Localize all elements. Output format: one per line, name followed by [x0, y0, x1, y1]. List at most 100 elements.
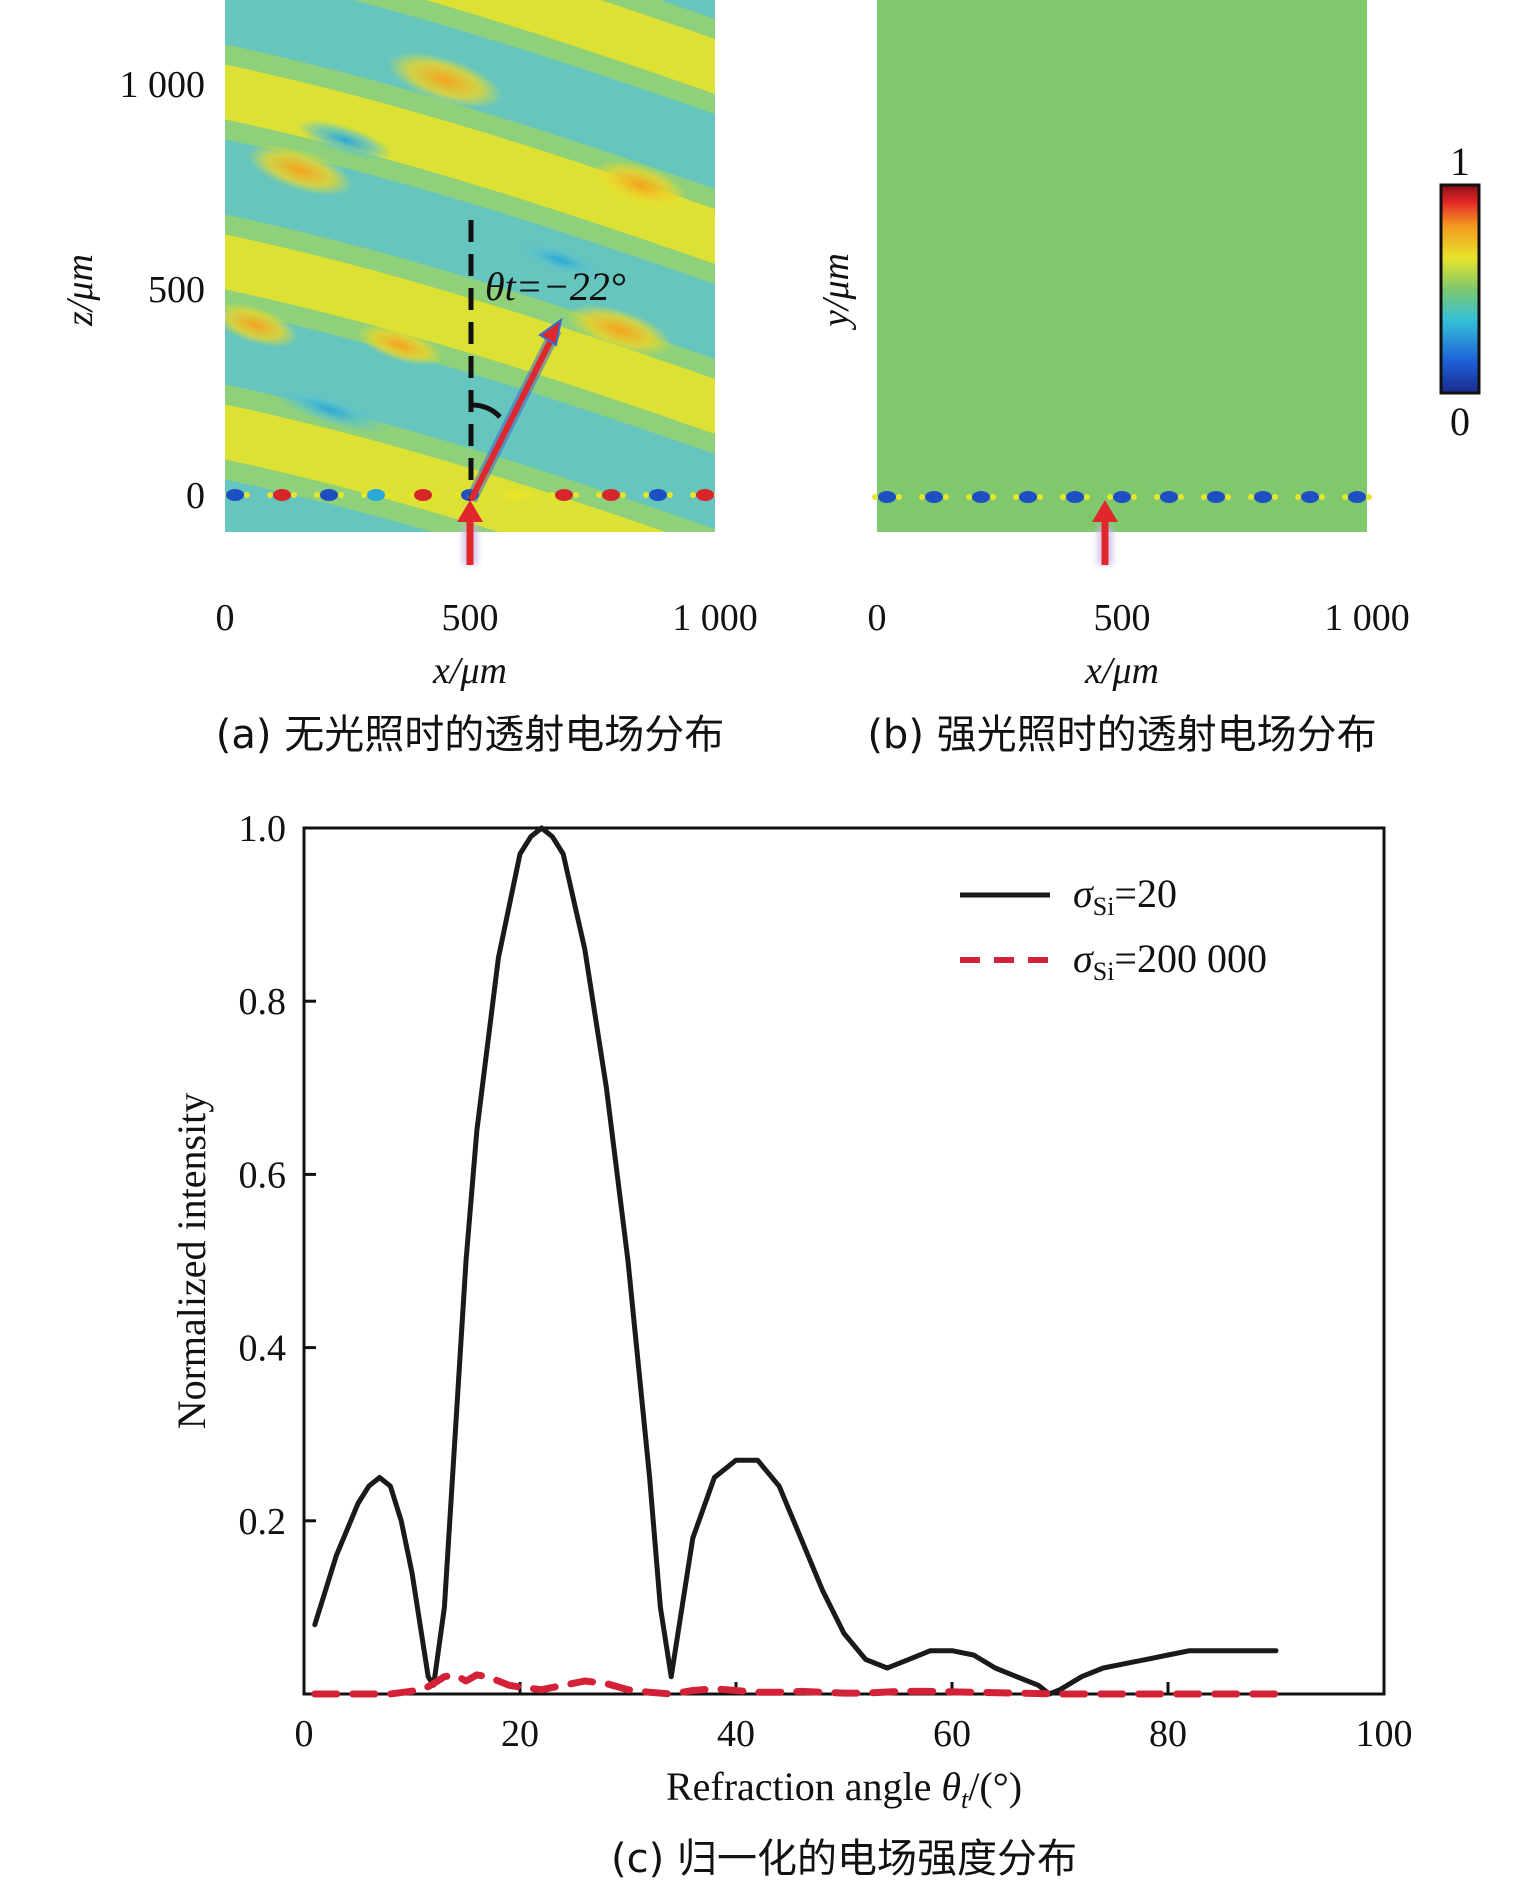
metasurface-element — [573, 492, 579, 498]
metasurface-element — [432, 492, 438, 498]
panel-a: θt=−22° 1 000 500 0 z/μm 0 500 1 000 x/μ… — [59, 0, 758, 758]
metasurface-element — [361, 492, 367, 498]
chart-y-axis-label: Normalized intensity — [169, 1093, 214, 1430]
metasurface-element — [919, 494, 925, 500]
metasurface-element — [1154, 494, 1160, 500]
panel-b-caption: (b) 强光照时的透射电场分布 — [867, 712, 1376, 758]
field-band — [225, 404, 667, 532]
metasurface-element — [1107, 494, 1113, 500]
metasurface-element — [1013, 494, 1019, 500]
metasurface-element — [602, 489, 620, 501]
metasurface-element — [943, 494, 949, 500]
panel-b-field-map — [877, 0, 1367, 532]
metasurface-element — [1207, 491, 1225, 503]
metasurface-element — [1366, 494, 1372, 500]
panel-b-x-tick-500: 500 — [1094, 597, 1151, 639]
field-band — [225, 309, 715, 530]
metasurface-element — [291, 492, 297, 498]
panel-a-x-tick-1000: 1 000 — [672, 597, 758, 639]
metasurface-element — [1248, 494, 1254, 500]
metasurface-element — [972, 491, 990, 503]
panel-b-x-tick-0: 0 — [868, 597, 887, 639]
panel-a-y-tick-1000: 1 000 — [120, 64, 206, 106]
x-tick-label: 40 — [717, 1713, 755, 1755]
colorbar-gradient — [1439, 183, 1481, 395]
metasurface-element — [872, 494, 878, 500]
metasurface-element — [1348, 491, 1366, 503]
y-tick-label: 0.8 — [239, 981, 287, 1023]
chart-caption: (c) 归一化的电场强度分布 — [611, 1836, 1077, 1882]
panel-b-x-axis-label: x/μm — [1084, 650, 1159, 692]
series-line-sigma-200000 — [311, 1671, 1280, 1698]
panel-a-y-axis-label: z/μm — [59, 254, 101, 327]
metasurface-element — [649, 489, 667, 501]
panel-b-y-axis-label: y/μm — [815, 253, 857, 331]
metasurface-element — [643, 492, 649, 498]
legend: σSi=20 σSi=200 000 — [960, 871, 1267, 986]
field-band — [660, 0, 715, 20]
metasurface-element — [367, 489, 385, 501]
x-tick-label: 100 — [1356, 1713, 1413, 1755]
metasurface-element — [244, 492, 250, 498]
field-band — [425, 0, 715, 95]
field-band — [225, 64, 715, 265]
metasurface-element — [549, 492, 555, 498]
y-tick-label: 0.2 — [239, 1501, 287, 1543]
y-tick-label: 0.4 — [239, 1328, 287, 1370]
metasurface-element — [620, 492, 626, 498]
y-tick-label: 0.6 — [239, 1154, 287, 1196]
metasurface-element — [596, 492, 602, 498]
metasurface-element — [1319, 494, 1325, 500]
metasurface-element — [225, 492, 226, 498]
metasurface-element — [555, 489, 573, 501]
metasurface-element — [990, 494, 996, 500]
metasurface-element — [1160, 491, 1178, 503]
metasurface-element — [925, 491, 943, 503]
chart-x-axis-label: Refraction angle θt/(°) — [666, 1764, 1022, 1814]
metasurface-element — [414, 489, 432, 501]
colorbar-min-label: 0 — [1450, 399, 1470, 444]
metasurface-element — [667, 492, 673, 498]
panel-a-refraction-arrow — [465, 317, 563, 503]
series-line-sigma-20 — [312, 825, 1279, 1697]
panel-a-x-tick-500: 500 — [442, 597, 499, 639]
x-tick-label: 80 — [1149, 1713, 1187, 1755]
metasurface-element — [273, 489, 291, 501]
metasurface-element — [1201, 494, 1207, 500]
metasurface-element — [267, 492, 273, 498]
legend-label-sigma-200000: σSi=200 000 — [1073, 936, 1267, 986]
panel-b: y/μm 0 500 1 000 x/μm (b) 强光照时的透射电场分布 — [815, 0, 1410, 758]
axis-ticks: 0 20 40 60 80 100 0.2 0.4 0.6 0.8 1.0 — [239, 808, 1413, 1755]
metasurface-element — [1060, 494, 1066, 500]
metasurface-element — [455, 492, 461, 498]
metasurface-element — [1113, 491, 1131, 503]
metasurface-element — [896, 494, 902, 500]
metasurface-element — [508, 489, 526, 501]
panel-a-caption: (a) 无光照时的透射电场分布 — [216, 712, 724, 758]
metasurface-element — [1342, 494, 1348, 500]
panel-a-angle-arc — [470, 402, 502, 419]
metasurface-element — [714, 492, 715, 498]
metasurface-element — [1272, 494, 1278, 500]
metasurface-element — [1066, 491, 1084, 503]
x-tick-label: 60 — [933, 1713, 971, 1755]
metasurface-element — [1084, 494, 1090, 500]
metasurface-element — [320, 489, 338, 501]
metasurface-element — [696, 489, 714, 501]
metasurface-element — [385, 492, 391, 498]
metasurface-element — [690, 492, 696, 498]
metasurface-element — [526, 492, 532, 498]
panel-c-chart: 0 20 40 60 80 100 0.2 0.4 0.6 0.8 1.0 σSi=20 σSi=2… — [169, 808, 1413, 1882]
panel-a-incident-arrow — [457, 500, 483, 565]
metasurface-element — [502, 492, 508, 498]
y-tick-label: 1.0 — [239, 808, 287, 850]
field-band — [225, 139, 715, 360]
panel-a-y-tick-0: 0 — [186, 475, 205, 517]
metasurface-element — [226, 489, 244, 501]
colorbar: 1 0 — [1439, 139, 1481, 444]
panel-b-incident-arrow — [1092, 500, 1118, 565]
x-tick-label: 0 — [295, 1713, 314, 1755]
metasurface-element — [966, 494, 972, 500]
legend-label-sigma-20: σSi=20 — [1073, 871, 1177, 921]
